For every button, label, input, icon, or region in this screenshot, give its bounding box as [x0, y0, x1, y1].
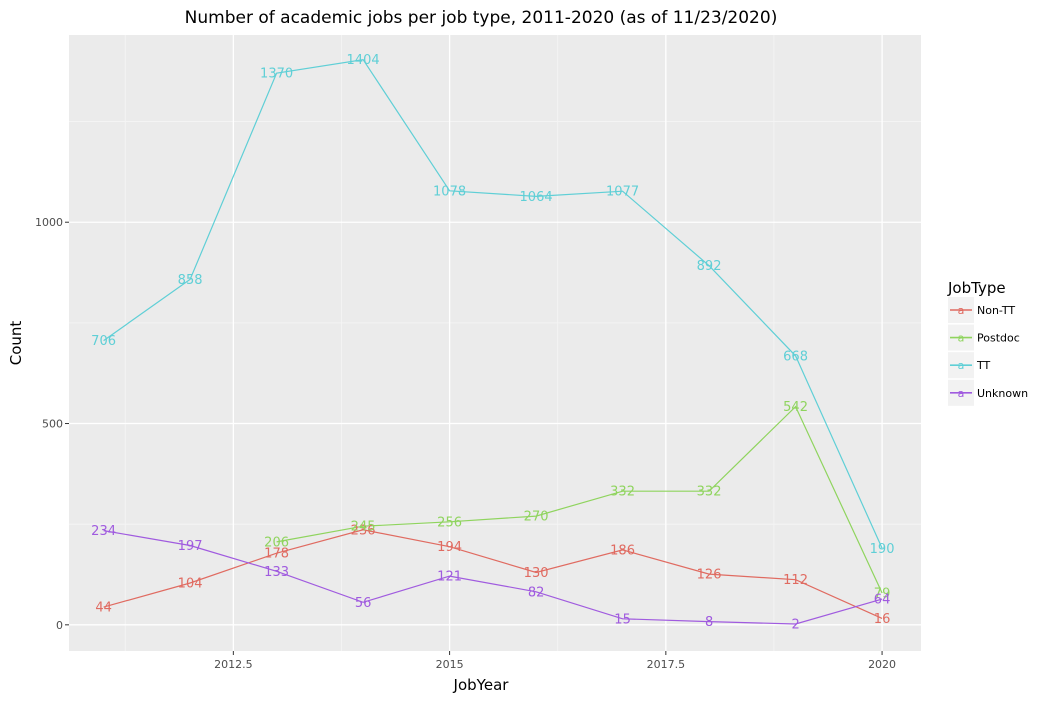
legend-label-postdoc: Postdoc [977, 332, 1020, 345]
legend-label-unknown: Unknown [977, 387, 1028, 400]
series-line-postdoc [276, 405, 883, 594]
data-label-postdoc: 332 [697, 485, 722, 500]
data-label-unknown: 133 [264, 565, 289, 580]
series-line-unknown [103, 530, 883, 625]
y-axis-title: Count [7, 321, 25, 366]
minor-gridlines [69, 35, 921, 651]
data-label-tt: 1064 [520, 190, 553, 205]
chart-title: Number of academic jobs per job type, 20… [185, 8, 778, 28]
plot-panel [69, 35, 921, 651]
data-label-tt: 1404 [347, 53, 380, 68]
data-label-non-tt: 44 [95, 601, 112, 616]
data-label-non-tt: 126 [697, 568, 722, 583]
legend-key-glyph: a [958, 387, 965, 400]
data-label-non-tt: 130 [524, 566, 549, 581]
data-label-tt: 668 [783, 349, 808, 364]
data-label-tt: 1370 [260, 67, 293, 82]
series-lines [103, 58, 883, 625]
legend-key-glyph: a [958, 332, 965, 345]
data-label-unknown: 8 [705, 615, 713, 630]
data-label-postdoc: 542 [783, 400, 808, 415]
x-axis-title: JobYear [453, 676, 510, 694]
series-line-non-tt [103, 529, 883, 619]
data-label-postdoc: 256 [437, 515, 462, 530]
data-label-unknown: 56 [355, 596, 372, 611]
data-label-postdoc: 79 [874, 587, 891, 602]
data-label-non-tt: 16 [874, 612, 891, 627]
data-label-non-tt: 178 [264, 547, 289, 562]
data-label-postdoc: 245 [351, 520, 376, 535]
data-label-non-tt: 194 [437, 540, 462, 555]
x-axis-ticks: 2012.5 2015 2017.5 2020 [214, 651, 896, 671]
data-label-tt: 190 [870, 542, 895, 557]
y-tick-label: 1000 [35, 216, 63, 229]
data-label-non-tt: 236 [351, 523, 376, 538]
data-label-tt: 1077 [606, 185, 639, 200]
y-tick-label: 500 [42, 418, 63, 431]
legend-label-non-tt: Non-TT [977, 304, 1015, 317]
data-label-postdoc: 332 [610, 485, 635, 500]
legend-title: JobType [947, 279, 1006, 297]
legend-key-glyph: a [958, 359, 965, 372]
data-label-tt: 892 [697, 259, 722, 274]
x-tick-label: 2017.5 [647, 658, 686, 671]
data-label-tt: 1078 [433, 184, 466, 199]
data-label-unknown: 2 [791, 618, 799, 633]
data-label-non-tt: 104 [178, 576, 203, 591]
legend: JobType a Non-TT a Postdoc a TT a Unknown [947, 279, 1028, 406]
x-tick-label: 2015 [436, 658, 464, 671]
data-label-unknown: 197 [178, 539, 203, 554]
y-axis-ticks: 0 500 1000 [35, 216, 69, 632]
data-label-unknown: 15 [614, 612, 631, 627]
legend-key-glyph: a [958, 304, 965, 317]
data-label-tt: 706 [91, 334, 116, 349]
data-label-tt: 858 [178, 273, 203, 288]
data-label-non-tt: 112 [783, 573, 808, 588]
data-label-unknown: 121 [437, 570, 462, 585]
x-tick-label: 2020 [868, 658, 896, 671]
data-label-postdoc: 270 [524, 510, 549, 525]
series-line-tt [103, 58, 883, 549]
legend-label-tt: TT [976, 359, 991, 372]
x-tick-label: 2012.5 [214, 658, 253, 671]
data-label-non-tt: 186 [610, 543, 635, 558]
data-label-unknown: 82 [528, 585, 545, 600]
y-tick-label: 0 [56, 619, 63, 632]
data-label-unknown: 64 [874, 593, 891, 608]
data-label-unknown: 234 [91, 524, 116, 539]
data-label-postdoc: 206 [264, 535, 289, 550]
